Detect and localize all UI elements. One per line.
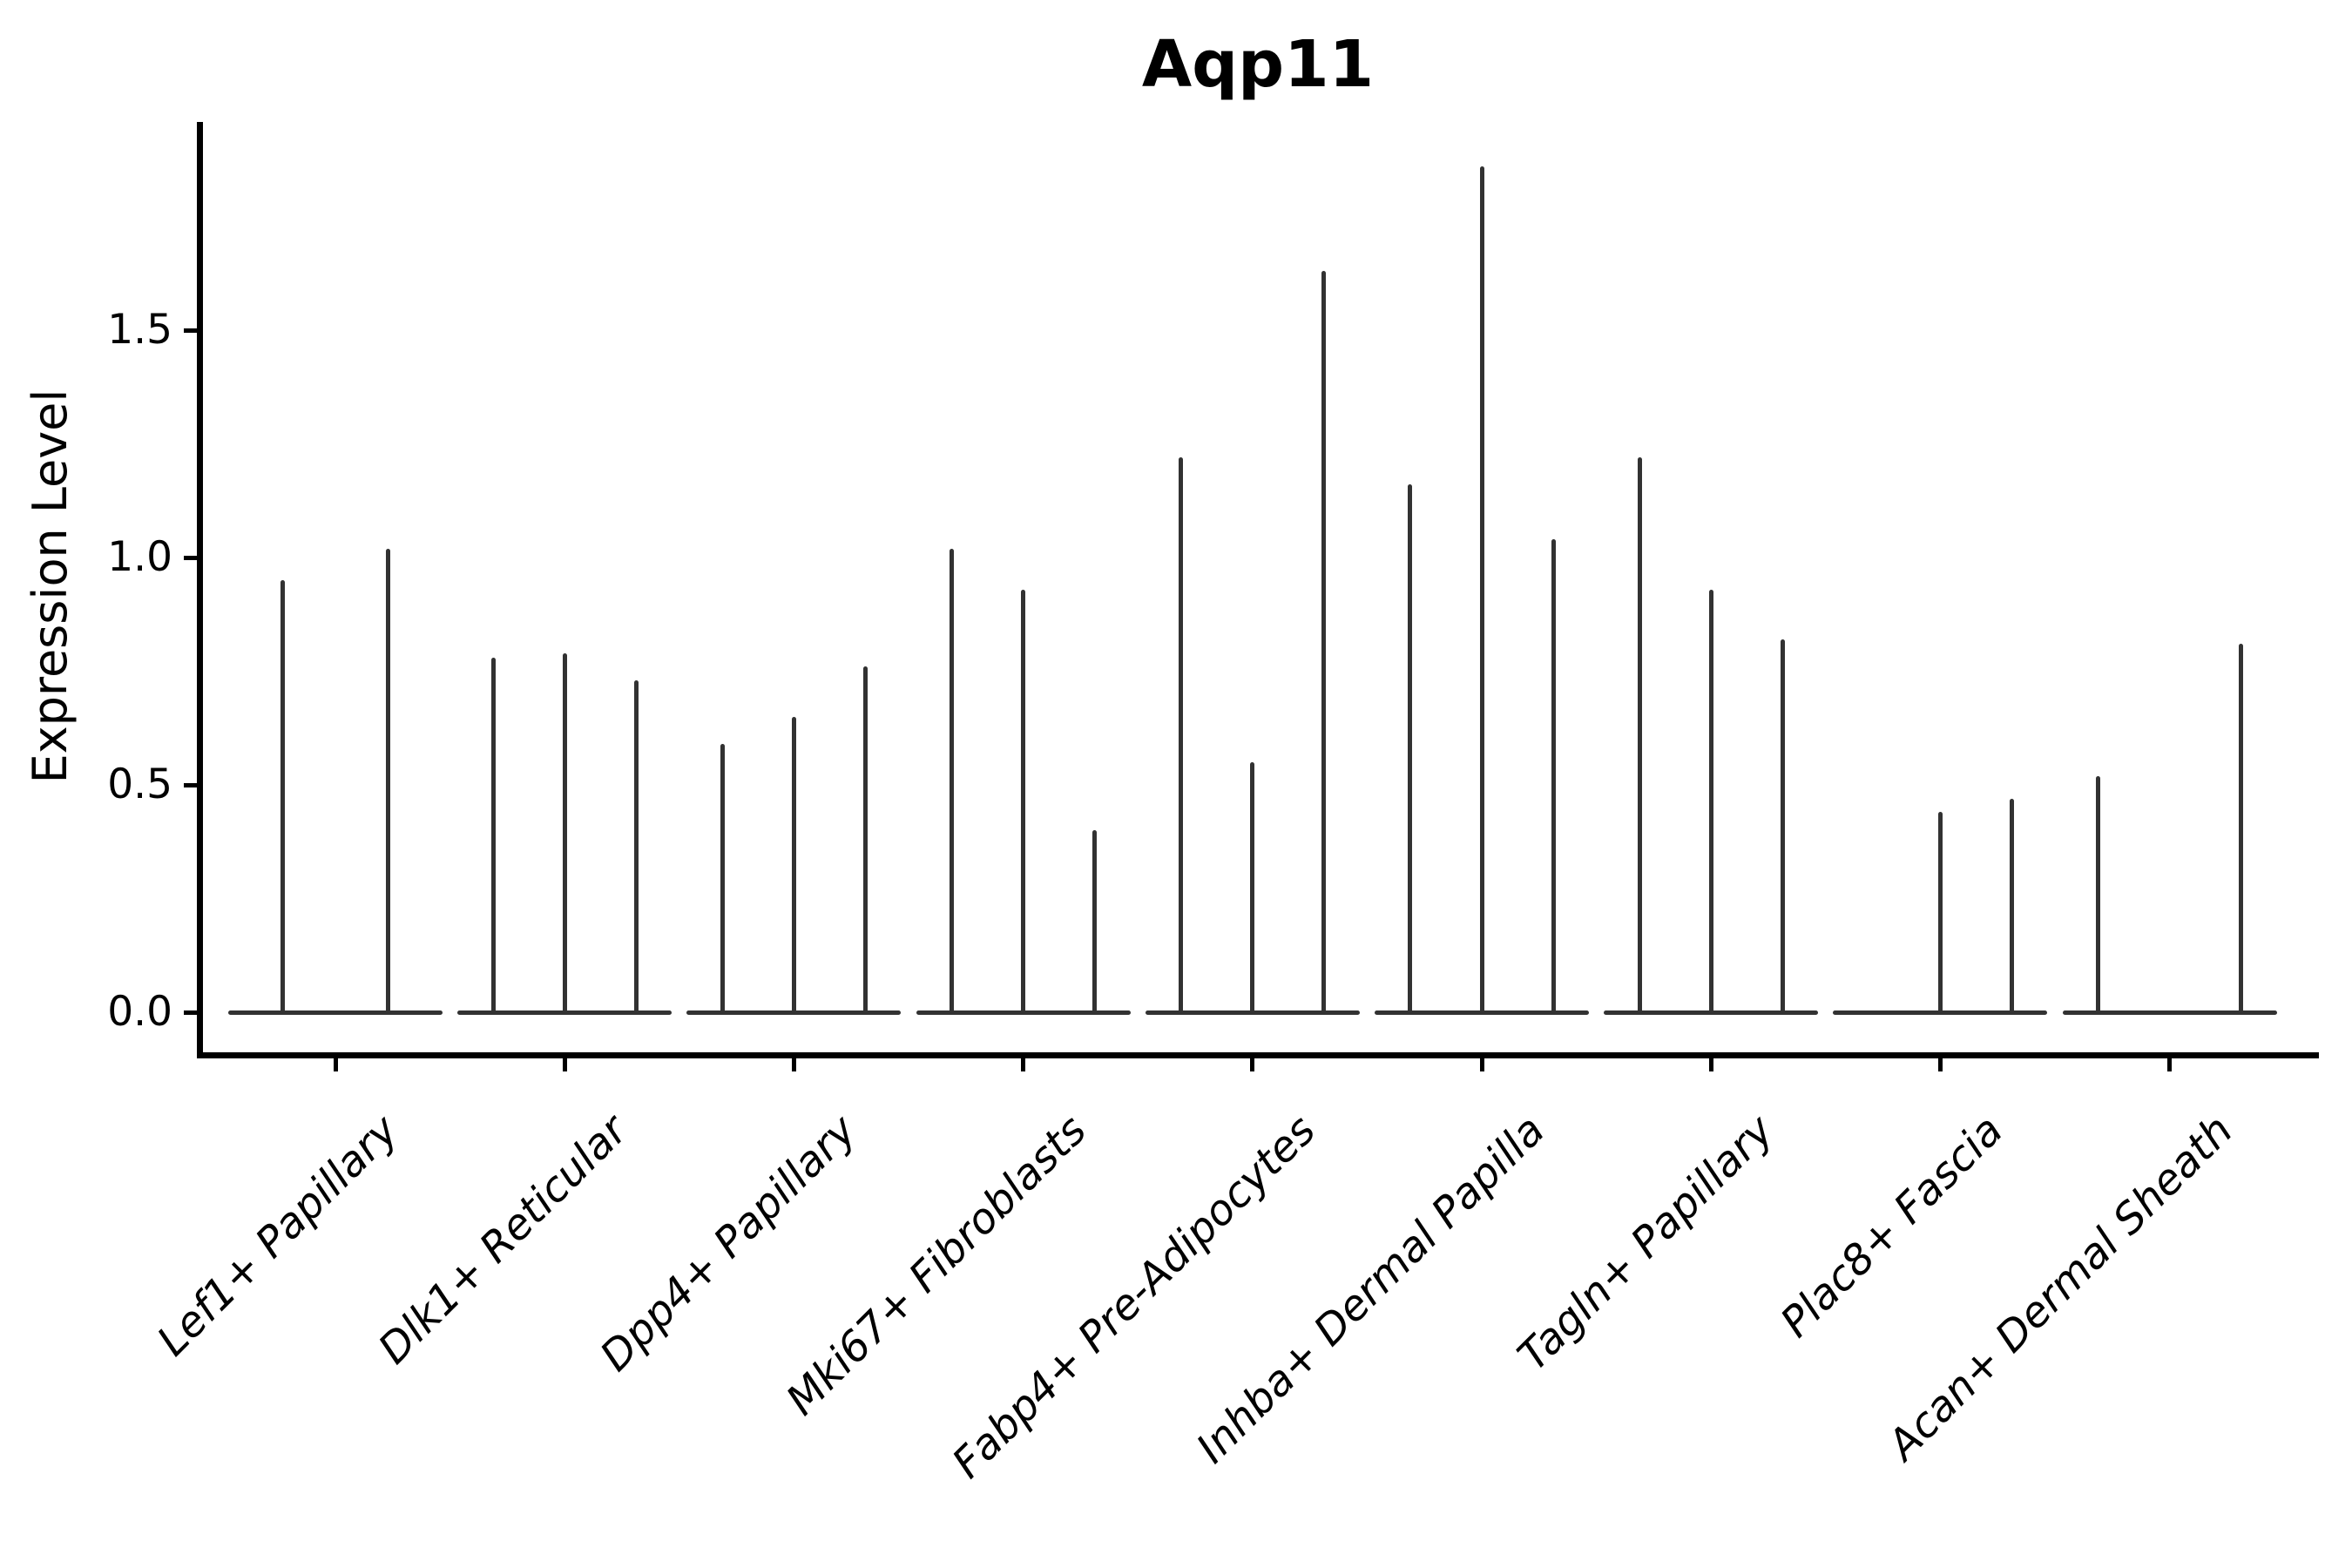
violin-spike [633, 679, 639, 1014]
violin-spike [280, 580, 286, 1014]
violin-baseline [228, 1010, 443, 1015]
x-tick [791, 1058, 796, 1071]
violin-spike [2239, 644, 2244, 1014]
violin-spike [1479, 166, 1484, 1014]
violin-baseline [2062, 1010, 2277, 1015]
y-tick [184, 782, 197, 787]
violin-spike [1551, 539, 1556, 1014]
violin-spike [1937, 812, 1943, 1014]
violin-spike [1179, 457, 1184, 1014]
y-tick [184, 555, 197, 560]
plot-title: Aqp11 [1141, 27, 1375, 102]
violin-spike [863, 666, 868, 1014]
violin-spike [1708, 589, 1713, 1014]
violin-spike [1250, 761, 1255, 1014]
y-tick-label: 0.5 [107, 760, 172, 808]
violin-spike [1637, 457, 1642, 1014]
violin-spike [720, 744, 725, 1014]
violin-spike [490, 657, 496, 1014]
violin-spike [385, 548, 390, 1014]
violin-spike [562, 652, 567, 1014]
violin-spike [2010, 798, 2015, 1014]
x-tick [562, 1058, 567, 1071]
y-tick-label: 0.0 [107, 988, 172, 1036]
y-tick [184, 328, 197, 333]
y-tick-label: 1.0 [107, 533, 172, 581]
violin-spike [791, 716, 796, 1014]
x-tick [1021, 1058, 1026, 1071]
y-tick-label: 1.5 [107, 306, 172, 354]
violin-spike [2095, 775, 2100, 1014]
x-tick [333, 1058, 338, 1071]
x-axis-spine [197, 1052, 2319, 1058]
violin-spike [1408, 484, 1413, 1014]
violin-spike [1021, 589, 1026, 1014]
y-tick [184, 1010, 197, 1015]
x-tick [1250, 1058, 1255, 1071]
violin-spike [1321, 271, 1327, 1014]
x-tick-label: Lef1+ Papillary [147, 1105, 409, 1366]
x-tick [2167, 1058, 2173, 1071]
violin-spike [949, 548, 954, 1014]
x-tick [1708, 1058, 1713, 1071]
y-axis-spine [197, 122, 203, 1058]
x-tick [1479, 1058, 1484, 1071]
x-tick [1937, 1058, 1943, 1071]
violin-spike [1780, 639, 1785, 1014]
violin-spike [1092, 830, 1098, 1014]
